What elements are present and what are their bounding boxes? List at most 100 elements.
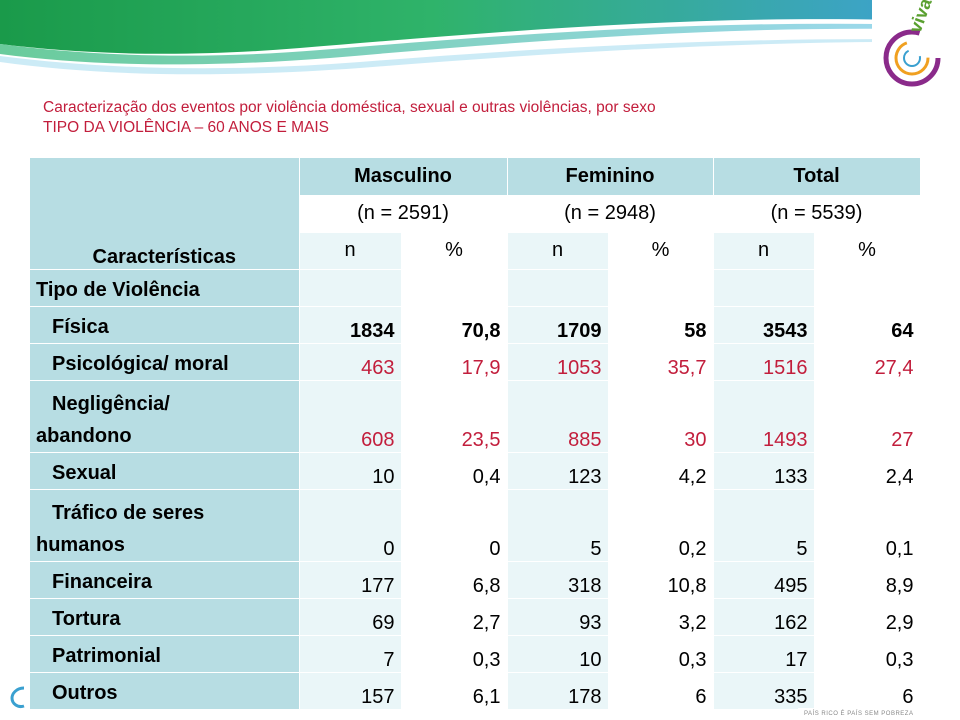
- cell-value: 318: [507, 561, 609, 599]
- table-row: Sexual 10 0,4 123 4,2 133 2,4: [30, 452, 921, 490]
- empty-cell: [713, 269, 815, 307]
- n-masculino: (n = 2591): [299, 195, 508, 233]
- cell-value: 2,9: [814, 598, 921, 636]
- cell-value: 123: [507, 452, 609, 490]
- row-label: Psicológica/ moral: [30, 343, 300, 381]
- cell-value: 608: [299, 380, 402, 453]
- cell-value: 30: [608, 380, 714, 453]
- row-label-text-line2: abandono: [36, 424, 132, 447]
- cell-value: 1493: [713, 380, 815, 453]
- cell-value: 0,1: [814, 489, 921, 562]
- cell-value: 1516: [713, 343, 815, 381]
- table-row: Financeira 177 6,8 318 10,8 495 8,9: [30, 561, 921, 599]
- cell-value: 4,2: [608, 452, 714, 490]
- row-label: Tráfico de seres humanos: [30, 489, 300, 562]
- row-label: Física: [30, 306, 300, 344]
- cell-value: 17: [713, 635, 815, 673]
- cell-value: 0: [299, 489, 402, 562]
- table-row: Patrimonial 7 0,3 10 0,3 17 0,3: [30, 635, 921, 673]
- spiral-logo-icon: viva: [883, 0, 941, 87]
- cell-value: 0,4: [401, 452, 508, 490]
- cell-value: 69: [299, 598, 402, 636]
- table-row: Tortura 69 2,7 93 3,2 162 2,9: [30, 598, 921, 636]
- cell-value: 1053: [507, 343, 609, 381]
- header-feminino: Feminino: [507, 158, 714, 196]
- cell-value: 0,2: [608, 489, 714, 562]
- cell-value: 885: [507, 380, 609, 453]
- cell-value: 8,9: [814, 561, 921, 599]
- n-feminino: (n = 2948): [507, 195, 714, 233]
- row-label: Patrimonial: [30, 635, 300, 673]
- cell-value: 1834: [299, 306, 402, 344]
- cell-value: 27,4: [814, 343, 921, 381]
- cell-value: 6,1: [401, 672, 508, 710]
- cell-value: 3543: [713, 306, 815, 344]
- footer-slogan: PAÍS RICO É PAÍS SEM POBREZA: [798, 708, 960, 720]
- row-label-text-line1: Tráfico de seres: [52, 501, 205, 524]
- subheader-n: n: [507, 232, 609, 270]
- cell-value: 10: [507, 635, 609, 673]
- row-label-text-line2: humanos: [36, 533, 125, 556]
- subtitle-line-1: Caracterização dos eventos por violência…: [43, 99, 656, 116]
- cell-value: 10,8: [608, 561, 714, 599]
- cell-value: 27: [814, 380, 921, 453]
- row-label: Sexual: [30, 452, 300, 490]
- cell-value: 6: [608, 672, 714, 710]
- top-banner: [0, 0, 960, 90]
- table-row: Negligência/abandono 608 23,5 885 30 149…: [30, 380, 921, 453]
- table-row: Física 1834 70,8 1709 58 3543 64: [30, 306, 921, 344]
- n-total: (n = 5539): [713, 195, 921, 233]
- cell-value: 0,3: [608, 635, 714, 673]
- cell-value: 3,2: [608, 598, 714, 636]
- row-label-text: Patrimonial: [52, 644, 161, 667]
- header-total: Total: [713, 158, 921, 196]
- empty-cell: [299, 269, 402, 307]
- cell-value: 6,8: [401, 561, 508, 599]
- subheader-n: n: [299, 232, 402, 270]
- banner-wave-graphic: [0, 0, 960, 75]
- cell-value: 35,7: [608, 343, 714, 381]
- cell-value: 335: [713, 672, 815, 710]
- subtitle-line-2: TIPO DA VIOLÊNCIA – 60 ANOS E MAIS: [43, 119, 329, 136]
- row-label: Outros: [30, 672, 300, 710]
- slide-subtitle: Caracterização dos eventos por violência…: [43, 98, 656, 138]
- cell-value: 23,5: [401, 380, 508, 453]
- cell-value: 133: [713, 452, 815, 490]
- cell-value: 463: [299, 343, 402, 381]
- viva-logo-text: viva: [905, 0, 936, 35]
- cell-value: 7: [299, 635, 402, 673]
- cell-value: 5: [713, 489, 815, 562]
- corner-header: Características: [30, 158, 300, 270]
- row-label: Negligência/abandono: [30, 380, 300, 453]
- cell-value: 2,7: [401, 598, 508, 636]
- row-label-text: Outros: [52, 681, 118, 704]
- cell-value: 1709: [507, 306, 609, 344]
- row-label-text: Física: [52, 315, 109, 338]
- viva-logo: viva: [872, 0, 960, 96]
- cell-value: 0: [401, 489, 508, 562]
- row-label-text: Tortura: [52, 607, 121, 630]
- cell-value: 495: [713, 561, 815, 599]
- row-label-text-line1: Negligência/: [52, 392, 170, 415]
- cell-value: 58: [608, 306, 714, 344]
- cell-value: 162: [713, 598, 815, 636]
- table-row: Tráfico de seres humanos 0 0 5 0,2 5 0,1: [30, 489, 921, 562]
- cell-value: 157: [299, 672, 402, 710]
- header-masculino: Masculino: [299, 158, 508, 196]
- subheader-percent: %: [814, 232, 921, 270]
- subheader-n: n: [713, 232, 815, 270]
- violence-type-table: Características Masculino Feminino Total…: [30, 158, 921, 710]
- table-row: Psicológica/ moral 463 17,9 1053 35,7 15…: [30, 343, 921, 381]
- row-label: Tortura: [30, 598, 300, 636]
- row-label-text: Financeira: [52, 570, 153, 593]
- ministry-mark-icon: [10, 686, 25, 708]
- row-label-text: Psicológica/ moral: [52, 352, 229, 375]
- cell-value: 10: [299, 452, 402, 490]
- cell-value: 93: [507, 598, 609, 636]
- cell-value: 5: [507, 489, 609, 562]
- cell-value: 0,3: [401, 635, 508, 673]
- section-label: Tipo de Violência: [30, 269, 300, 307]
- subheader-percent: %: [608, 232, 714, 270]
- empty-cell: [401, 269, 508, 307]
- empty-cell: [814, 269, 921, 307]
